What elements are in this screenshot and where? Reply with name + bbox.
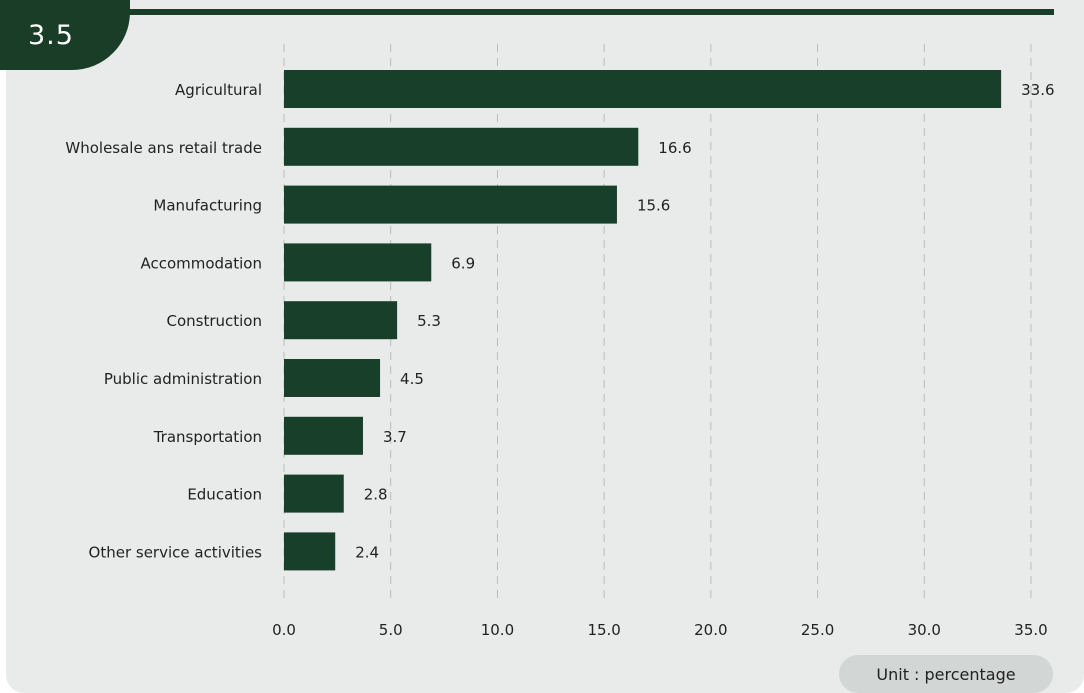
unit-label: Unit : percentage bbox=[839, 655, 1053, 693]
bar bbox=[284, 70, 1002, 108]
bar bbox=[284, 359, 381, 397]
category-label: Manufacturing bbox=[153, 197, 262, 215]
bar bbox=[284, 243, 432, 282]
category-label: Construction bbox=[166, 312, 262, 330]
bar bbox=[284, 474, 344, 513]
x-tick-label: 10.0 bbox=[481, 621, 514, 639]
bar bbox=[284, 532, 336, 571]
category-label: Public administration bbox=[104, 370, 262, 388]
value-label: 33.6 bbox=[1021, 81, 1054, 99]
category-label: Wholesale ans retail trade bbox=[65, 139, 262, 157]
x-tick-label: 25.0 bbox=[801, 621, 834, 639]
x-tick-label: 0.0 bbox=[272, 621, 296, 639]
category-label: Transportation bbox=[153, 428, 262, 446]
value-label: 2.4 bbox=[355, 543, 379, 561]
figure-number: 3.5 bbox=[28, 20, 74, 51]
category-label: Other service activities bbox=[89, 543, 263, 561]
category-label: Education bbox=[187, 486, 262, 504]
header-rule bbox=[126, 9, 1054, 15]
category-label: Accommodation bbox=[140, 254, 262, 272]
value-label: 16.6 bbox=[658, 139, 691, 157]
x-tick-label: 20.0 bbox=[694, 621, 727, 639]
value-label: 5.3 bbox=[417, 312, 441, 330]
x-tick-label: 35.0 bbox=[1014, 621, 1047, 639]
x-tick-label: 30.0 bbox=[908, 621, 941, 639]
x-tick-label: 5.0 bbox=[379, 621, 403, 639]
chart-panel bbox=[6, 0, 1084, 693]
category-label: Agricultural bbox=[175, 81, 262, 99]
bar bbox=[284, 127, 639, 166]
x-tick-label: 15.0 bbox=[587, 621, 620, 639]
bar bbox=[284, 185, 617, 224]
bar bbox=[284, 416, 363, 455]
bar bbox=[284, 301, 398, 340]
value-label: 4.5 bbox=[400, 370, 424, 388]
value-label: 6.9 bbox=[451, 254, 475, 272]
value-label: 15.6 bbox=[637, 197, 670, 215]
value-label: 3.7 bbox=[383, 428, 407, 446]
value-label: 2.8 bbox=[364, 486, 388, 504]
